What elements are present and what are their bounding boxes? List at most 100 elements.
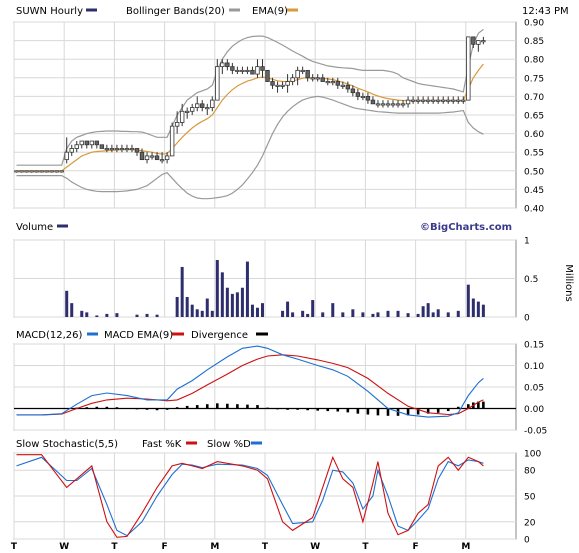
candle-body	[139, 151, 145, 161]
x-day-label: T	[262, 542, 269, 552]
candle-body	[215, 66, 220, 101]
volume-bar	[235, 292, 239, 317]
divergence-bar	[467, 404, 470, 409]
divergence-bar	[246, 404, 249, 409]
divergence-bar	[165, 408, 169, 410]
price-legend: SUWN Hourly Bollinger Bands(20) EMA(9) 1…	[16, 6, 569, 17]
y-tick-label: 0.40	[524, 205, 544, 215]
time-label: 12:43 PM	[522, 6, 569, 17]
candle-body	[64, 151, 69, 161]
divergence-bar	[95, 406, 99, 409]
volume-bar	[371, 313, 375, 317]
y-tick-label: 0.70	[524, 93, 544, 103]
divergence-bar	[105, 406, 109, 409]
candle-body	[164, 155, 170, 161]
x-day-label: W	[310, 542, 320, 552]
volume-bar	[466, 284, 470, 317]
volume-bar	[215, 260, 219, 317]
symbol-label: SUWN Hourly	[16, 6, 83, 17]
y-tick-label: 0.60	[524, 130, 544, 140]
candle-body	[29, 170, 34, 173]
volume-unit-label: Millions	[563, 264, 574, 301]
candle-body	[235, 69, 240, 72]
volume-bar	[456, 310, 460, 317]
x-day-label: F	[162, 542, 168, 552]
candle-body	[340, 84, 346, 87]
y-tick-label: 0.75	[524, 74, 544, 84]
volume-bar	[426, 303, 430, 317]
candle-body	[310, 77, 315, 80]
candle-body	[410, 99, 416, 102]
y-tick-label: 0.80	[524, 56, 544, 66]
candle-body	[230, 66, 235, 71]
candle-body	[99, 144, 105, 149]
divergence-bar	[366, 408, 370, 415]
volume-bar	[351, 309, 355, 317]
macd-lines	[16, 345, 484, 418]
divergence-bar	[115, 407, 119, 409]
volume-bar	[361, 312, 365, 317]
volume-bar	[205, 298, 209, 317]
candle-body	[471, 36, 476, 45]
candle-body	[451, 99, 456, 102]
volume-bar	[240, 287, 244, 317]
volume-bar	[195, 309, 199, 317]
candle-body	[39, 170, 44, 173]
divergence-bar	[185, 405, 189, 409]
candle-body	[260, 66, 265, 71]
candle-body	[415, 99, 421, 102]
candle-body	[195, 103, 200, 108]
candle-body	[210, 99, 215, 108]
stochastic-panel: Slow Stochastic(5,5) Fast %K Slow %D 100…	[13, 439, 541, 546]
candle-body	[375, 103, 381, 106]
divergence-bar	[316, 408, 320, 411]
macd-grid	[13, 343, 516, 431]
candle-body	[250, 69, 255, 75]
candle-body	[179, 110, 185, 123]
divergence-bar	[436, 408, 440, 413]
volume-bar	[386, 310, 390, 317]
volume-bar	[250, 304, 254, 317]
candle-body	[335, 81, 340, 86]
candle-body	[94, 140, 100, 146]
y-tick-label: 0.55	[524, 149, 544, 159]
y-tick-label: 0	[524, 314, 530, 324]
candle-body	[119, 148, 125, 151]
candle-body	[395, 103, 401, 106]
divergence-bar	[286, 408, 289, 410]
x-day-label: F	[413, 542, 419, 552]
candle-body	[461, 99, 466, 102]
volume-bar	[145, 313, 149, 317]
volume-bar	[135, 314, 139, 317]
divergence-bar	[406, 408, 410, 416]
candle-body	[430, 99, 436, 102]
volume-bar	[115, 313, 119, 317]
divergence-bar	[376, 408, 380, 416]
divergence-bar	[296, 408, 299, 410]
candle-body	[104, 148, 110, 151]
volume-bar	[230, 293, 234, 317]
macd-ema-label: MACD EMA(9)	[104, 330, 173, 341]
stochastic-y-ticks: 100 80 50 20 0	[524, 450, 541, 546]
stochastic-title: Slow Stochastic(5,5)	[16, 439, 118, 450]
volume-bar	[321, 312, 325, 317]
volume-bar	[471, 298, 475, 317]
candle-body	[466, 36, 471, 101]
volume-bar	[200, 310, 204, 317]
candle-body	[400, 103, 406, 106]
volume-panel: Volume ©BigCharts.com Millions 10.50	[13, 222, 574, 324]
candle-body	[360, 96, 366, 99]
divergence-bar	[135, 408, 139, 410]
candle-body	[240, 69, 245, 72]
macd-panel: MACD(12,26) MACD EMA(9) Divergence 0.150…	[13, 330, 547, 437]
volume-bar	[225, 287, 229, 317]
candle-body	[365, 96, 371, 101]
divergence-bar	[216, 403, 219, 409]
candle-body	[476, 40, 481, 45]
candle-body	[370, 99, 376, 105]
volume-bar	[416, 313, 420, 317]
divergence-bar	[446, 408, 450, 412]
candle-body	[481, 40, 486, 43]
divergence-bar	[155, 408, 159, 411]
